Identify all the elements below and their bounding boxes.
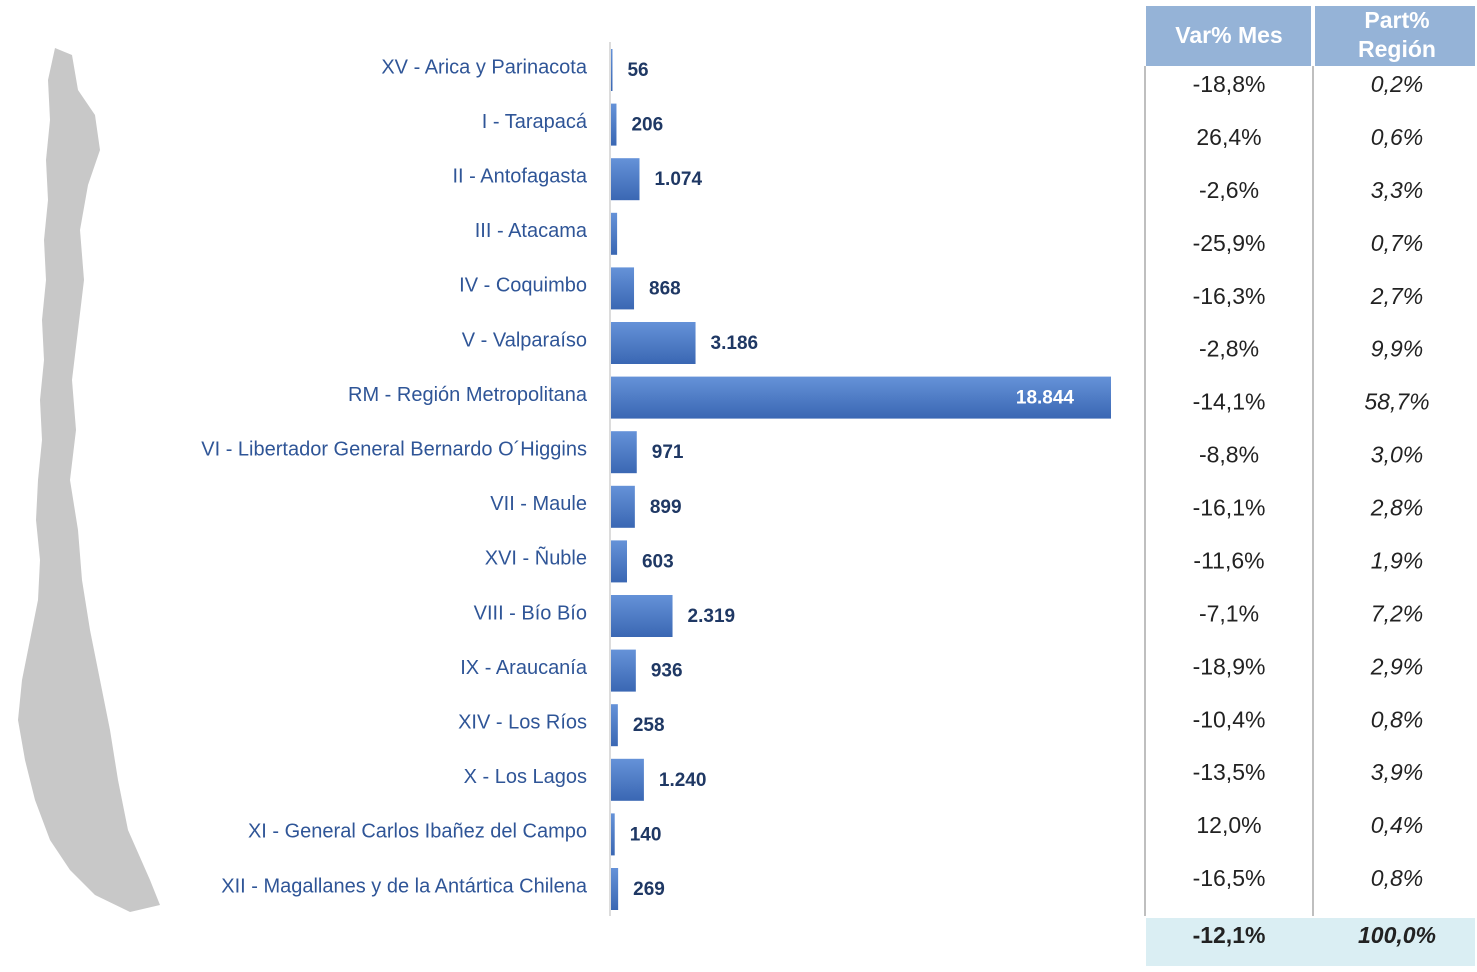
value-label: 899 — [650, 497, 682, 518]
table-cell: 3,0% — [1371, 442, 1423, 468]
table-cell: 2,8% — [1370, 495, 1423, 521]
table-header: Región — [1358, 36, 1436, 62]
table-cell: 0,2% — [1371, 71, 1423, 97]
value-label: 206 — [631, 115, 663, 136]
table-cell: -11,6% — [1193, 547, 1264, 573]
table-cell: -25,9% — [1193, 230, 1266, 256]
table-cell: 0,7% — [1371, 230, 1423, 256]
table-cell: -18,9% — [1193, 653, 1266, 679]
map-silhouette — [18, 48, 160, 912]
table-cell: 3,9% — [1371, 759, 1423, 785]
table-cell: -13,5% — [1193, 759, 1266, 785]
table-header: Part% — [1364, 7, 1429, 33]
value-label: 1.240 — [659, 770, 707, 791]
table-cell: -10,4% — [1193, 706, 1266, 732]
category-label: IV - Coquimbo — [459, 275, 587, 297]
category-label: XV - Arica y Parinacota — [381, 56, 588, 78]
value-label: 258 — [633, 715, 665, 736]
table-cell: -16,3% — [1193, 283, 1266, 309]
bar — [611, 103, 617, 146]
value-label: 868 — [649, 278, 681, 299]
bar — [611, 649, 636, 692]
table-total-bg — [1146, 918, 1475, 966]
table-total: 100,0% — [1358, 922, 1436, 948]
bar — [611, 485, 635, 528]
category-label: VIII - Bío Bío — [474, 602, 587, 624]
table-cell: 58,7% — [1364, 389, 1429, 415]
table-cell: -16,1% — [1193, 495, 1266, 521]
bar — [611, 322, 696, 364]
table-cell: -8,8% — [1199, 442, 1259, 468]
category-label: XII - Magallanes y de la Antártica Chile… — [221, 875, 588, 897]
bar — [611, 158, 640, 201]
table-cell: -2,6% — [1199, 177, 1259, 203]
category-label: III - Atacama — [475, 220, 588, 242]
table-cell: -18,8% — [1193, 71, 1266, 97]
category-label: VII - Maule — [490, 493, 587, 515]
table-cell: -14,1% — [1193, 389, 1266, 415]
table-cell: 7,2% — [1371, 600, 1423, 626]
value-label: 269 — [633, 879, 665, 900]
bar — [611, 540, 627, 583]
table-header-bg — [1315, 6, 1475, 66]
table-cell: -7,1% — [1199, 600, 1259, 626]
bar — [611, 758, 644, 801]
bar — [611, 431, 637, 474]
category-label: VI - Libertador General Bernardo O´Higgi… — [201, 438, 587, 460]
category-label: II - Antofagasta — [452, 165, 587, 187]
table-header-bg — [1146, 6, 1311, 66]
table-cell: -2,8% — [1199, 336, 1259, 362]
value-label: 971 — [652, 442, 684, 463]
category-label: V - Valparaíso — [462, 329, 587, 351]
table-cell: 0,6% — [1371, 124, 1423, 150]
table-cell: 12,0% — [1196, 812, 1261, 838]
bar — [611, 868, 619, 910]
category-label: IX - Araucanía — [460, 657, 588, 679]
table-cell: 26,4% — [1196, 124, 1261, 150]
category-label: XIV - Los Ríos — [458, 711, 587, 733]
table-total: -12,1% — [1193, 922, 1266, 948]
bar — [611, 49, 613, 91]
table-cell: 9,9% — [1371, 336, 1423, 362]
value-label: 936 — [651, 661, 683, 682]
category-label: XVI - Ñuble — [485, 546, 587, 570]
value-label: 603 — [642, 551, 674, 572]
value-label: 1.074 — [654, 169, 702, 190]
bar — [611, 212, 618, 255]
value-label: 56 — [627, 60, 648, 81]
table-cell: -16,5% — [1193, 865, 1266, 891]
value-label: 140 — [630, 824, 662, 845]
category-label: XI - General Carlos Ibañez del Campo — [248, 821, 587, 843]
bar — [611, 595, 673, 637]
table-cell: 0,8% — [1371, 865, 1423, 891]
category-label: RM - Región Metropolitana — [348, 384, 588, 406]
category-label: I - Tarapacá — [482, 111, 588, 133]
value-label: 3.186 — [711, 333, 759, 354]
table-cell: 3,3% — [1371, 177, 1423, 203]
bar — [611, 267, 635, 310]
bar — [611, 813, 615, 856]
value-label: 18.844 — [1016, 388, 1075, 409]
table-header: Var% Mes — [1175, 22, 1282, 48]
table-cell: 0,4% — [1371, 812, 1423, 838]
bar — [611, 704, 618, 747]
category-label: X - Los Lagos — [464, 766, 587, 788]
table-cell: 2,7% — [1370, 283, 1423, 309]
value-label: 2.319 — [688, 606, 736, 627]
bar — [611, 376, 1111, 419]
table-cell: 2,9% — [1370, 653, 1423, 679]
table-cell: 0,8% — [1371, 706, 1423, 732]
table-cell: 1,9% — [1371, 547, 1423, 573]
